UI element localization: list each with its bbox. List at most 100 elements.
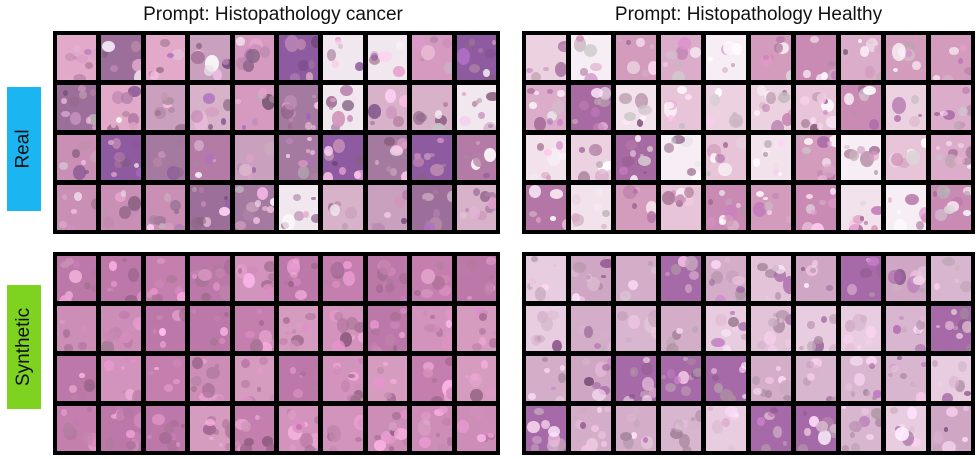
image-tile — [57, 35, 97, 80]
image-tile — [841, 35, 881, 80]
image-tile — [661, 256, 701, 301]
image-tile — [145, 185, 186, 230]
image-tile — [279, 406, 319, 451]
image-tile — [751, 85, 791, 130]
image-tile — [323, 256, 363, 301]
image-tile — [190, 406, 230, 451]
image-tile — [145, 35, 186, 80]
image-tile — [145, 135, 186, 180]
image-tile — [616, 185, 656, 230]
image-tile — [886, 85, 926, 130]
image-tile — [751, 185, 791, 230]
image-tile — [571, 256, 611, 301]
image-tile — [526, 306, 566, 351]
image-tile — [526, 256, 566, 301]
image-tile — [616, 35, 656, 80]
image-tile — [616, 306, 656, 351]
synthetic-healthy-image-grid — [522, 252, 975, 455]
image-tile — [571, 185, 611, 230]
image-tile — [456, 406, 496, 451]
image-tile — [412, 406, 452, 451]
image-tile — [616, 85, 656, 130]
image-tile — [841, 306, 881, 351]
real-healthy-image-grid — [522, 31, 975, 234]
image-tile — [661, 85, 701, 130]
image-tile — [751, 256, 791, 301]
image-tile — [886, 306, 926, 351]
image-tile — [456, 35, 496, 80]
image-tile — [706, 356, 746, 401]
image-tile — [456, 356, 496, 401]
synthetic-cancer-image-grid — [53, 252, 500, 455]
synthetic-row-label: Synthetic — [7, 285, 41, 409]
image-tile — [190, 135, 230, 180]
image-tile — [101, 306, 141, 351]
image-tile — [279, 35, 319, 80]
image-tile — [57, 135, 97, 180]
image-tile — [796, 85, 836, 130]
image-tile — [323, 35, 363, 80]
image-tile — [931, 406, 971, 451]
image-tile — [571, 356, 611, 401]
image-tile — [367, 406, 408, 451]
image-tile — [234, 35, 274, 80]
image-tile — [616, 356, 656, 401]
image-tile — [751, 306, 791, 351]
image-tile — [190, 356, 230, 401]
image-tile — [706, 406, 746, 451]
image-tile — [367, 256, 408, 301]
image-tile — [456, 185, 496, 230]
image-tile — [706, 306, 746, 351]
image-tile — [101, 256, 141, 301]
image-tile — [101, 135, 141, 180]
image-tile — [279, 185, 319, 230]
image-tile — [57, 256, 97, 301]
image-tile — [751, 356, 791, 401]
image-tile — [57, 356, 97, 401]
image-tile — [796, 185, 836, 230]
image-tile — [796, 135, 836, 180]
image-tile — [323, 185, 363, 230]
image-tile — [616, 256, 656, 301]
image-tile — [190, 85, 230, 130]
image-tile — [571, 406, 611, 451]
image-tile — [145, 356, 186, 401]
image-tile — [886, 185, 926, 230]
image-tile — [706, 256, 746, 301]
image-tile — [367, 356, 408, 401]
image-tile — [931, 185, 971, 230]
real-row-label: Real — [7, 87, 41, 211]
cancer-column-title: Prompt: Histopathology cancer — [143, 4, 403, 25]
image-tile — [145, 256, 186, 301]
image-tile — [57, 185, 97, 230]
image-tile — [526, 35, 566, 80]
image-tile — [661, 35, 701, 80]
image-tile — [323, 356, 363, 401]
image-tile — [706, 185, 746, 230]
image-tile — [145, 306, 186, 351]
image-tile — [279, 135, 319, 180]
image-tile — [101, 185, 141, 230]
image-tile — [57, 406, 97, 451]
image-tile — [616, 406, 656, 451]
image-tile — [367, 85, 408, 130]
image-tile — [571, 85, 611, 130]
image-tile — [456, 306, 496, 351]
image-tile — [931, 35, 971, 80]
image-tile — [526, 185, 566, 230]
image-tile — [796, 256, 836, 301]
image-tile — [323, 135, 363, 180]
image-tile — [526, 356, 566, 401]
image-tile — [367, 185, 408, 230]
image-tile — [931, 306, 971, 351]
image-tile — [841, 256, 881, 301]
image-tile — [234, 185, 274, 230]
image-tile — [661, 306, 701, 351]
image-tile — [412, 35, 452, 80]
real-cancer-image-grid — [53, 31, 500, 234]
image-tile — [751, 35, 791, 80]
image-tile — [101, 35, 141, 80]
image-tile — [661, 135, 701, 180]
image-tile — [526, 85, 566, 130]
image-tile — [456, 85, 496, 130]
